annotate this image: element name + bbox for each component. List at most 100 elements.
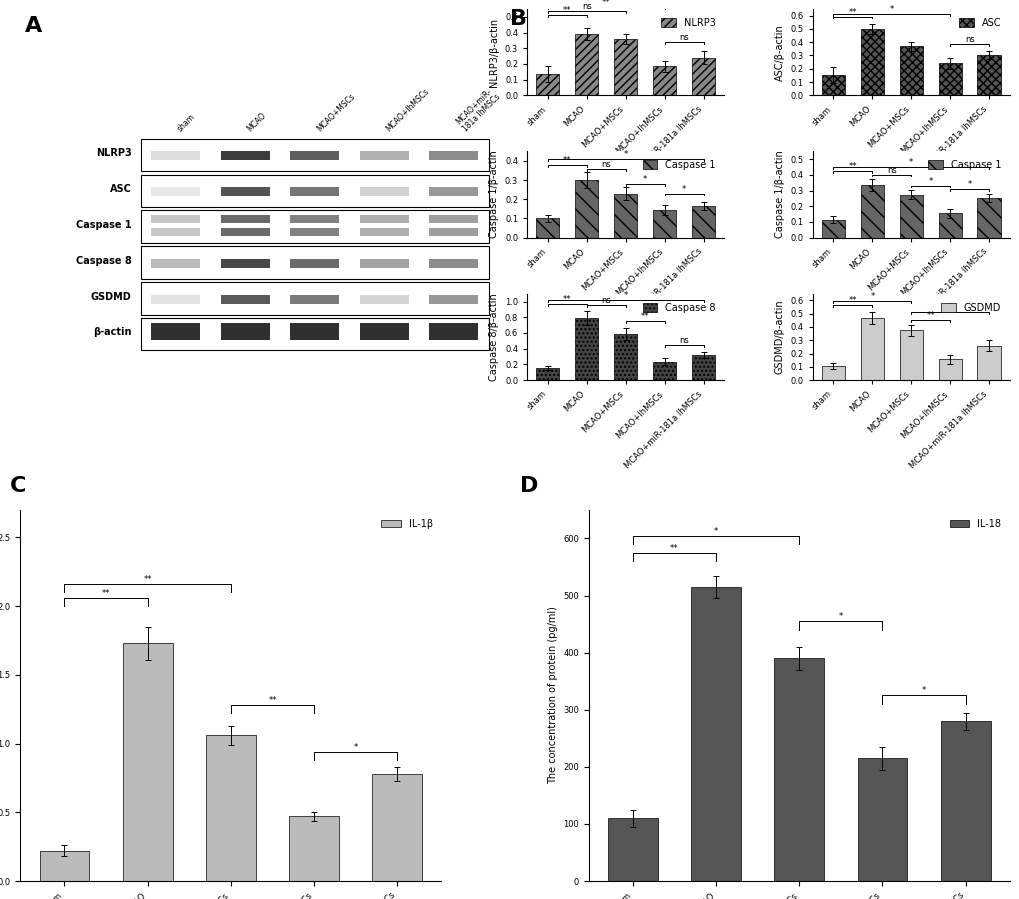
Text: **: **: [562, 156, 571, 165]
Bar: [899, 46, 922, 95]
Text: **: **: [925, 311, 934, 320]
Bar: [691, 206, 714, 237]
Bar: [290, 187, 338, 196]
Text: ns: ns: [679, 32, 688, 41]
Bar: [221, 216, 269, 223]
Text: MCAO+MSCs: MCAO+MSCs: [315, 92, 356, 133]
Bar: [976, 198, 1000, 237]
Bar: [152, 228, 200, 236]
Bar: [976, 56, 1000, 95]
Bar: [429, 151, 478, 160]
Bar: [152, 295, 200, 304]
Text: **: **: [268, 696, 276, 705]
Bar: [290, 216, 338, 223]
Bar: [360, 187, 409, 196]
Bar: [691, 355, 714, 380]
Bar: [536, 368, 559, 380]
Legend: GSDMD: GSDMD: [936, 298, 1004, 316]
Bar: [206, 735, 256, 881]
Bar: [141, 174, 488, 207]
Text: β-actin: β-actin: [93, 327, 131, 337]
Bar: [860, 185, 883, 237]
Bar: [152, 259, 200, 268]
Bar: [613, 334, 637, 380]
Bar: [429, 187, 478, 196]
Y-axis label: ASC/β-actin: ASC/β-actin: [774, 23, 785, 81]
Text: **: **: [562, 6, 571, 15]
Bar: [221, 187, 269, 196]
Bar: [221, 295, 269, 304]
Bar: [290, 151, 338, 160]
Bar: [152, 324, 200, 340]
Bar: [575, 318, 598, 380]
Bar: [122, 644, 172, 881]
Bar: [613, 39, 637, 95]
Legend: IL-18: IL-18: [945, 515, 1004, 532]
Bar: [221, 324, 269, 340]
Text: *: *: [889, 4, 893, 13]
Text: *: *: [713, 527, 717, 536]
Bar: [372, 774, 422, 881]
Text: MCAO: MCAO: [245, 111, 268, 133]
Bar: [40, 850, 90, 881]
Text: GSDMD: GSDMD: [91, 291, 131, 301]
Text: MCAO+IhMSCs: MCAO+IhMSCs: [384, 86, 431, 133]
Bar: [857, 758, 907, 881]
Bar: [536, 218, 559, 237]
Bar: [360, 228, 409, 236]
Bar: [152, 216, 200, 223]
Legend: NLRP3: NLRP3: [656, 13, 718, 31]
Text: ns: ns: [887, 165, 896, 174]
Text: ns: ns: [601, 296, 610, 305]
Bar: [360, 216, 409, 223]
Text: **: **: [848, 7, 856, 16]
Bar: [288, 816, 338, 881]
Text: MCAO+miR-
181a IhMSCs: MCAO+miR- 181a IhMSCs: [453, 85, 501, 133]
Bar: [429, 324, 478, 340]
Text: *: *: [838, 612, 842, 621]
Bar: [429, 295, 478, 304]
Text: ASC: ASC: [109, 184, 131, 194]
Text: *: *: [354, 743, 358, 752]
Bar: [141, 246, 488, 279]
Y-axis label: The concentration of protein (pg/ml): The concentration of protein (pg/ml): [547, 607, 557, 785]
Text: A: A: [25, 16, 43, 37]
Bar: [773, 658, 823, 881]
Bar: [360, 151, 409, 160]
Text: **: **: [669, 544, 678, 553]
Bar: [290, 295, 338, 304]
Y-axis label: GSDMD/β-actin: GSDMD/β-actin: [774, 299, 785, 374]
Text: NLRP3: NLRP3: [96, 148, 131, 158]
Text: **: **: [848, 163, 856, 172]
Text: *: *: [623, 150, 627, 159]
Bar: [575, 34, 598, 95]
Legend: IL-1β: IL-1β: [377, 515, 436, 532]
Bar: [860, 317, 883, 380]
Text: **: **: [640, 312, 649, 321]
Text: *: *: [967, 180, 971, 189]
Y-axis label: NLRP3/β-actin: NLRP3/β-actin: [489, 18, 499, 86]
Text: **: **: [102, 589, 110, 598]
Bar: [613, 193, 637, 237]
Text: *: *: [623, 290, 627, 299]
Text: **: **: [848, 297, 856, 306]
Text: *: *: [682, 184, 686, 193]
Bar: [141, 138, 488, 171]
Text: ns: ns: [601, 160, 610, 169]
Bar: [221, 151, 269, 160]
Text: **: **: [144, 575, 152, 584]
Legend: ASC: ASC: [955, 13, 1004, 31]
Bar: [899, 194, 922, 237]
Bar: [152, 187, 200, 196]
Text: *: *: [869, 292, 873, 301]
Bar: [821, 76, 845, 95]
Bar: [691, 587, 741, 881]
Bar: [141, 282, 488, 315]
Bar: [429, 216, 478, 223]
Text: ns: ns: [964, 35, 973, 44]
Text: ns: ns: [679, 336, 688, 345]
Bar: [221, 259, 269, 268]
Bar: [575, 180, 598, 237]
Bar: [290, 228, 338, 236]
Text: *: *: [921, 687, 925, 696]
